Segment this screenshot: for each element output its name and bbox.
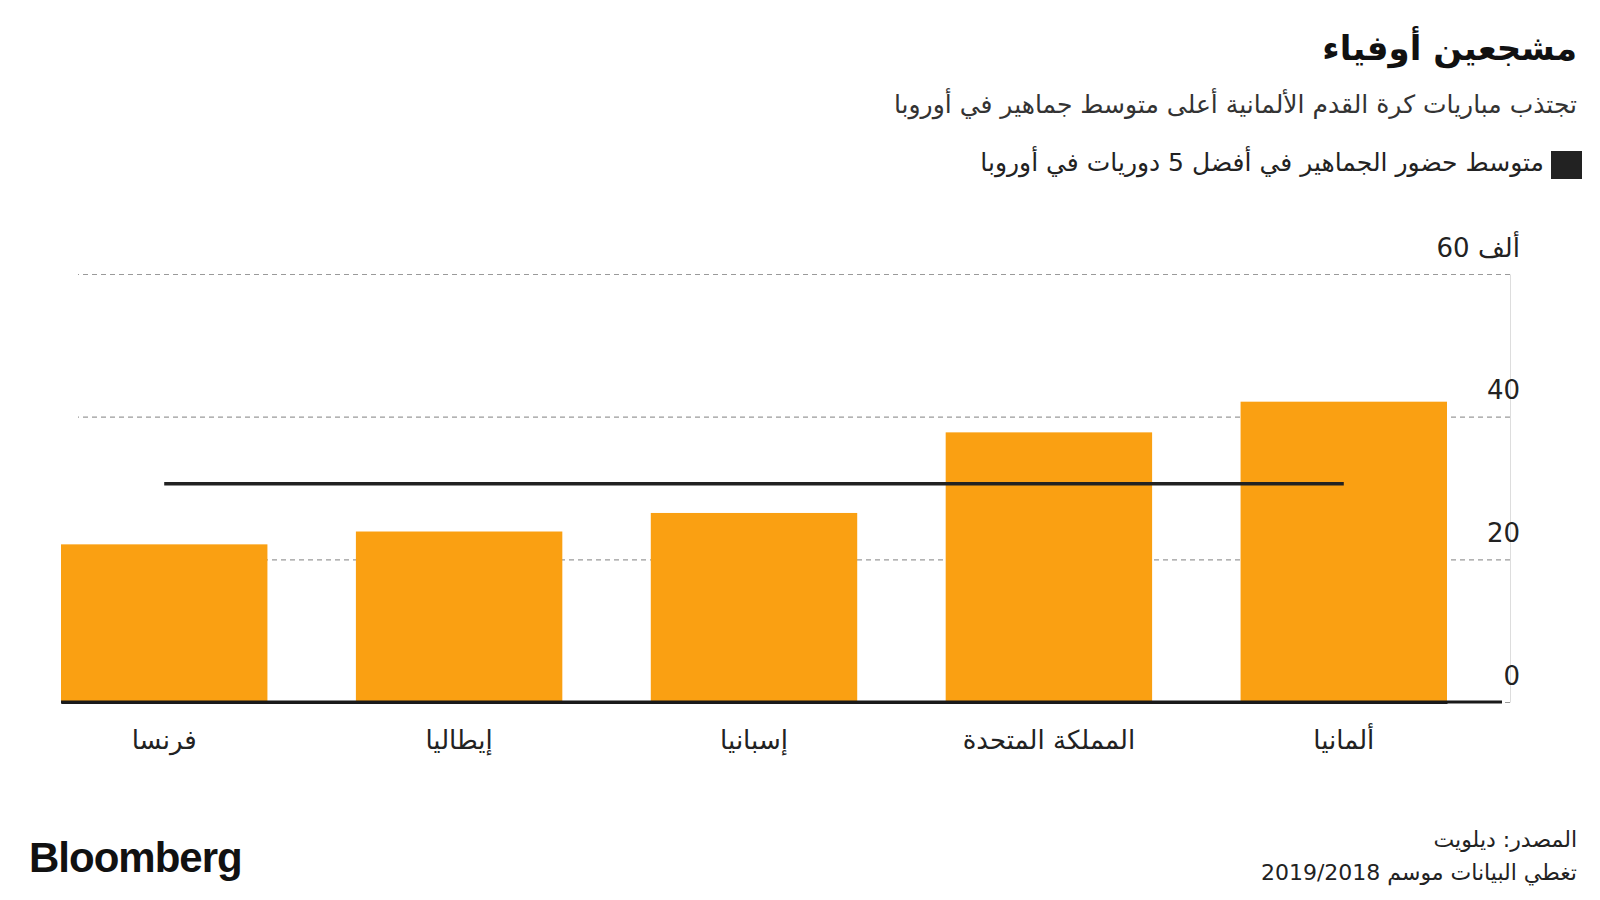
- x-tick: المملكة المتحدة: [963, 702, 1135, 755]
- x-axis: فرنسا إيطاليا إسبانيا المملكة المتحدة ألماني…: [62, 702, 1448, 756]
- y-axis: 0 20 40 60 ألف: [78, 230, 1520, 703]
- x-tick: إسبانيا: [720, 702, 788, 756]
- chart: 0 20 40 60 ألف فرنسا إيطاليا إسبانيا المملكة ال…: [0, 0, 1600, 900]
- x-tick-label: ألمانيا: [1313, 722, 1374, 755]
- bar: [61, 544, 267, 702]
- subtitle: تجتذب مباريات كرة القدم الألمانية أعلى م…: [894, 89, 1577, 121]
- legend-swatch: [1551, 151, 1582, 179]
- y-tick-label: 60 ألف: [1437, 230, 1520, 263]
- x-tick: إيطاليا: [425, 702, 492, 756]
- y-tick-label: 20: [1487, 518, 1520, 548]
- bar: [946, 432, 1152, 702]
- source: المصدر: ديلويت: [1434, 826, 1577, 854]
- baseline: [61, 701, 1502, 704]
- y-tick-label: 40: [1487, 375, 1520, 405]
- note: تغطي البيانات موسم 2019/2018: [1261, 859, 1577, 887]
- logo: Bloomberg: [29, 834, 242, 882]
- title: مشجعين أوفياء: [1322, 28, 1577, 68]
- x-tick-label: إسبانيا: [720, 725, 788, 756]
- plot-area: [61, 402, 1447, 702]
- x-tick: فرنسا: [132, 702, 197, 756]
- x-tick-label: إيطاليا: [425, 725, 492, 756]
- x-tick: ألمانيا: [1313, 702, 1374, 755]
- bar: [356, 532, 562, 702]
- grid-line: [78, 274, 1510, 275]
- average-line: [164, 482, 1344, 486]
- bar: [1241, 402, 1447, 702]
- y-tick-label: 0: [1503, 661, 1520, 691]
- x-tick-label: فرنسا: [132, 725, 197, 756]
- y-axis-line: [1510, 275, 1511, 703]
- y-tick: 60 ألف: [78, 230, 1520, 275]
- bar: [651, 513, 857, 702]
- legend-label: متوسط حضور الجماهير في أفضل 5 دوريات في …: [980, 147, 1544, 179]
- x-tick-label: المملكة المتحدة: [963, 725, 1135, 755]
